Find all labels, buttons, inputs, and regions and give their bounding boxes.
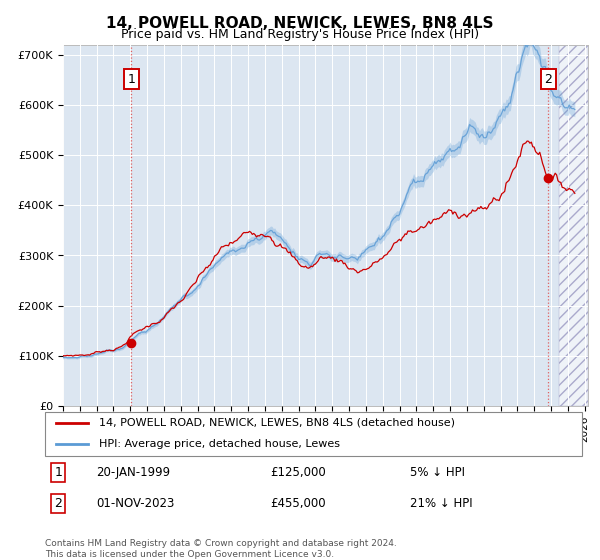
- Text: 20-JAN-1999: 20-JAN-1999: [96, 466, 170, 479]
- Text: 14, POWELL ROAD, NEWICK, LEWES, BN8 4LS: 14, POWELL ROAD, NEWICK, LEWES, BN8 4LS: [106, 16, 494, 31]
- Text: 5% ↓ HPI: 5% ↓ HPI: [410, 466, 465, 479]
- Text: £125,000: £125,000: [271, 466, 326, 479]
- Text: 1: 1: [127, 73, 135, 86]
- Text: 1: 1: [55, 466, 62, 479]
- Text: 14, POWELL ROAD, NEWICK, LEWES, BN8 4LS (detached house): 14, POWELL ROAD, NEWICK, LEWES, BN8 4LS …: [98, 418, 455, 428]
- Text: Contains HM Land Registry data © Crown copyright and database right 2024.
This d: Contains HM Land Registry data © Crown c…: [45, 539, 397, 559]
- FancyBboxPatch shape: [45, 412, 582, 456]
- Text: HPI: Average price, detached house, Lewes: HPI: Average price, detached house, Lewe…: [98, 439, 340, 449]
- Text: Price paid vs. HM Land Registry's House Price Index (HPI): Price paid vs. HM Land Registry's House …: [121, 28, 479, 41]
- Text: 01-NOV-2023: 01-NOV-2023: [96, 497, 175, 510]
- Text: 2: 2: [544, 73, 552, 86]
- Text: 21% ↓ HPI: 21% ↓ HPI: [410, 497, 473, 510]
- Text: £455,000: £455,000: [271, 497, 326, 510]
- Text: 2: 2: [55, 497, 62, 510]
